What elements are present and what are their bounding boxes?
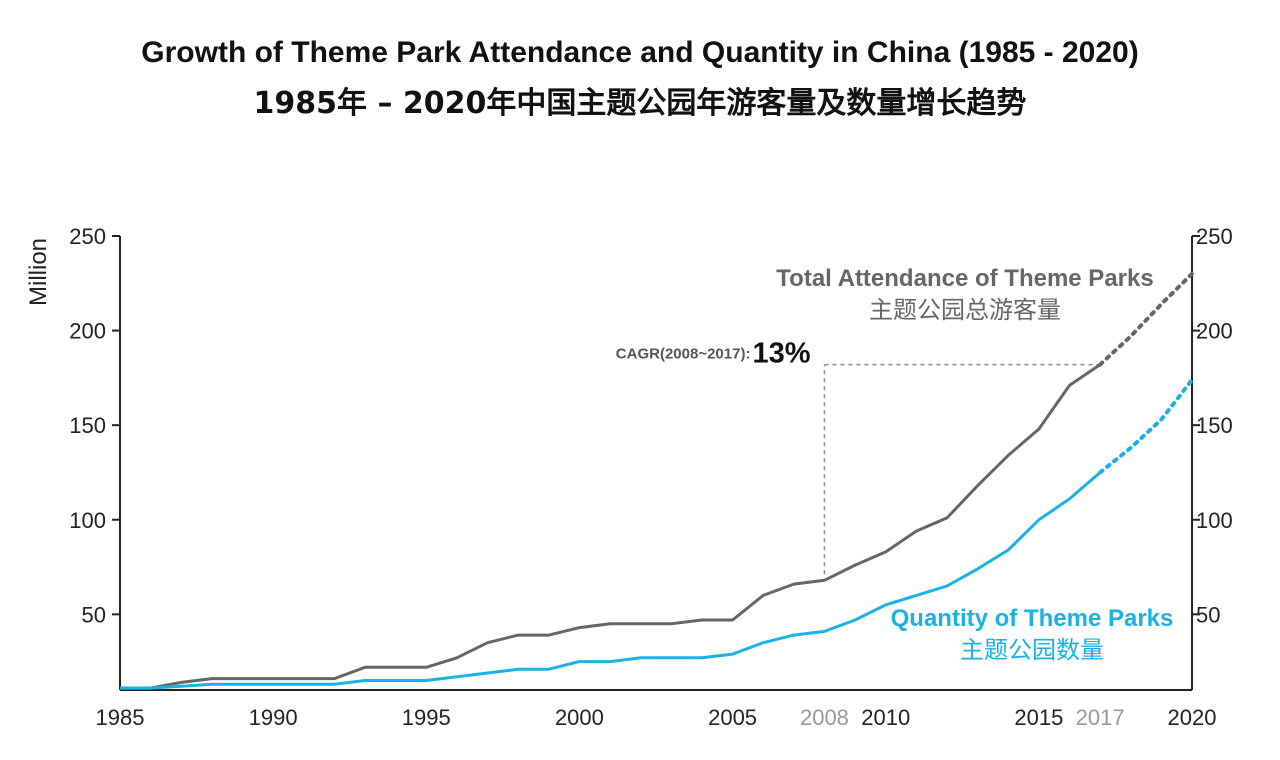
x-tick-label: 1990	[249, 705, 298, 730]
right-y-tick-label: 250	[1196, 224, 1233, 249]
x-tick-label: 2008	[800, 705, 849, 730]
x-tick-label: 2015	[1014, 705, 1063, 730]
legend-label-attendance: Total Attendance of Theme Parks	[776, 265, 1153, 292]
chart-title: Growth of Theme Park Attendance and Quan…	[141, 36, 1139, 69]
series-projection-1	[1098, 377, 1194, 475]
x-tick-label: 2000	[555, 705, 604, 730]
x-tick-label: 1985	[96, 705, 145, 730]
x-tick-label: 2017	[1076, 705, 1125, 730]
right-y-tick-label: 200	[1196, 319, 1233, 344]
cagr-value: 13%	[752, 338, 810, 370]
left-y-tick-label: 150	[69, 413, 106, 438]
right-y-tick-label: 150	[1196, 413, 1233, 438]
series-line-1	[120, 471, 1102, 690]
series-projection-0	[1098, 271, 1194, 367]
legend-label-attendance-cn: 主题公园总游客量	[869, 296, 1061, 324]
left-y-tick-label: 100	[69, 508, 106, 533]
chart-subtitle: 1985年 – 2020年中国主题公园年游客量及数量增长趋势	[253, 86, 1027, 121]
series-labels: Total Attendance of Theme Parks 主题公园总游客量 Q…	[776, 265, 1173, 664]
right-y-tick-label: 50	[1196, 602, 1220, 627]
left-y-tick-label: 200	[69, 319, 106, 344]
series-line-0	[120, 363, 1101, 690]
cagr-annotation: CAGR(2008~2017): 13%	[616, 338, 1101, 575]
x-tick-label: 2010	[861, 705, 910, 730]
series-lines	[120, 271, 1194, 690]
y-axis-title: Million	[25, 238, 52, 306]
axis-ticks: 50 50 100 100 150 150 200 200 250 250 1985 1990 1995…	[69, 224, 1232, 730]
legend-label-quantity: Quantity of Theme Parks	[891, 605, 1174, 632]
x-tick-label: 2020	[1168, 705, 1217, 730]
cagr-label: CAGR(2008~2017):	[616, 346, 751, 363]
legend-label-quantity-cn: 主题公园数量	[960, 636, 1104, 664]
x-tick-label: 1995	[402, 705, 451, 730]
left-y-tick-label: 50	[82, 602, 106, 627]
x-tick-label: 2005	[708, 705, 757, 730]
right-y-tick-label: 100	[1196, 508, 1233, 533]
left-y-tick-label: 250	[69, 224, 106, 249]
